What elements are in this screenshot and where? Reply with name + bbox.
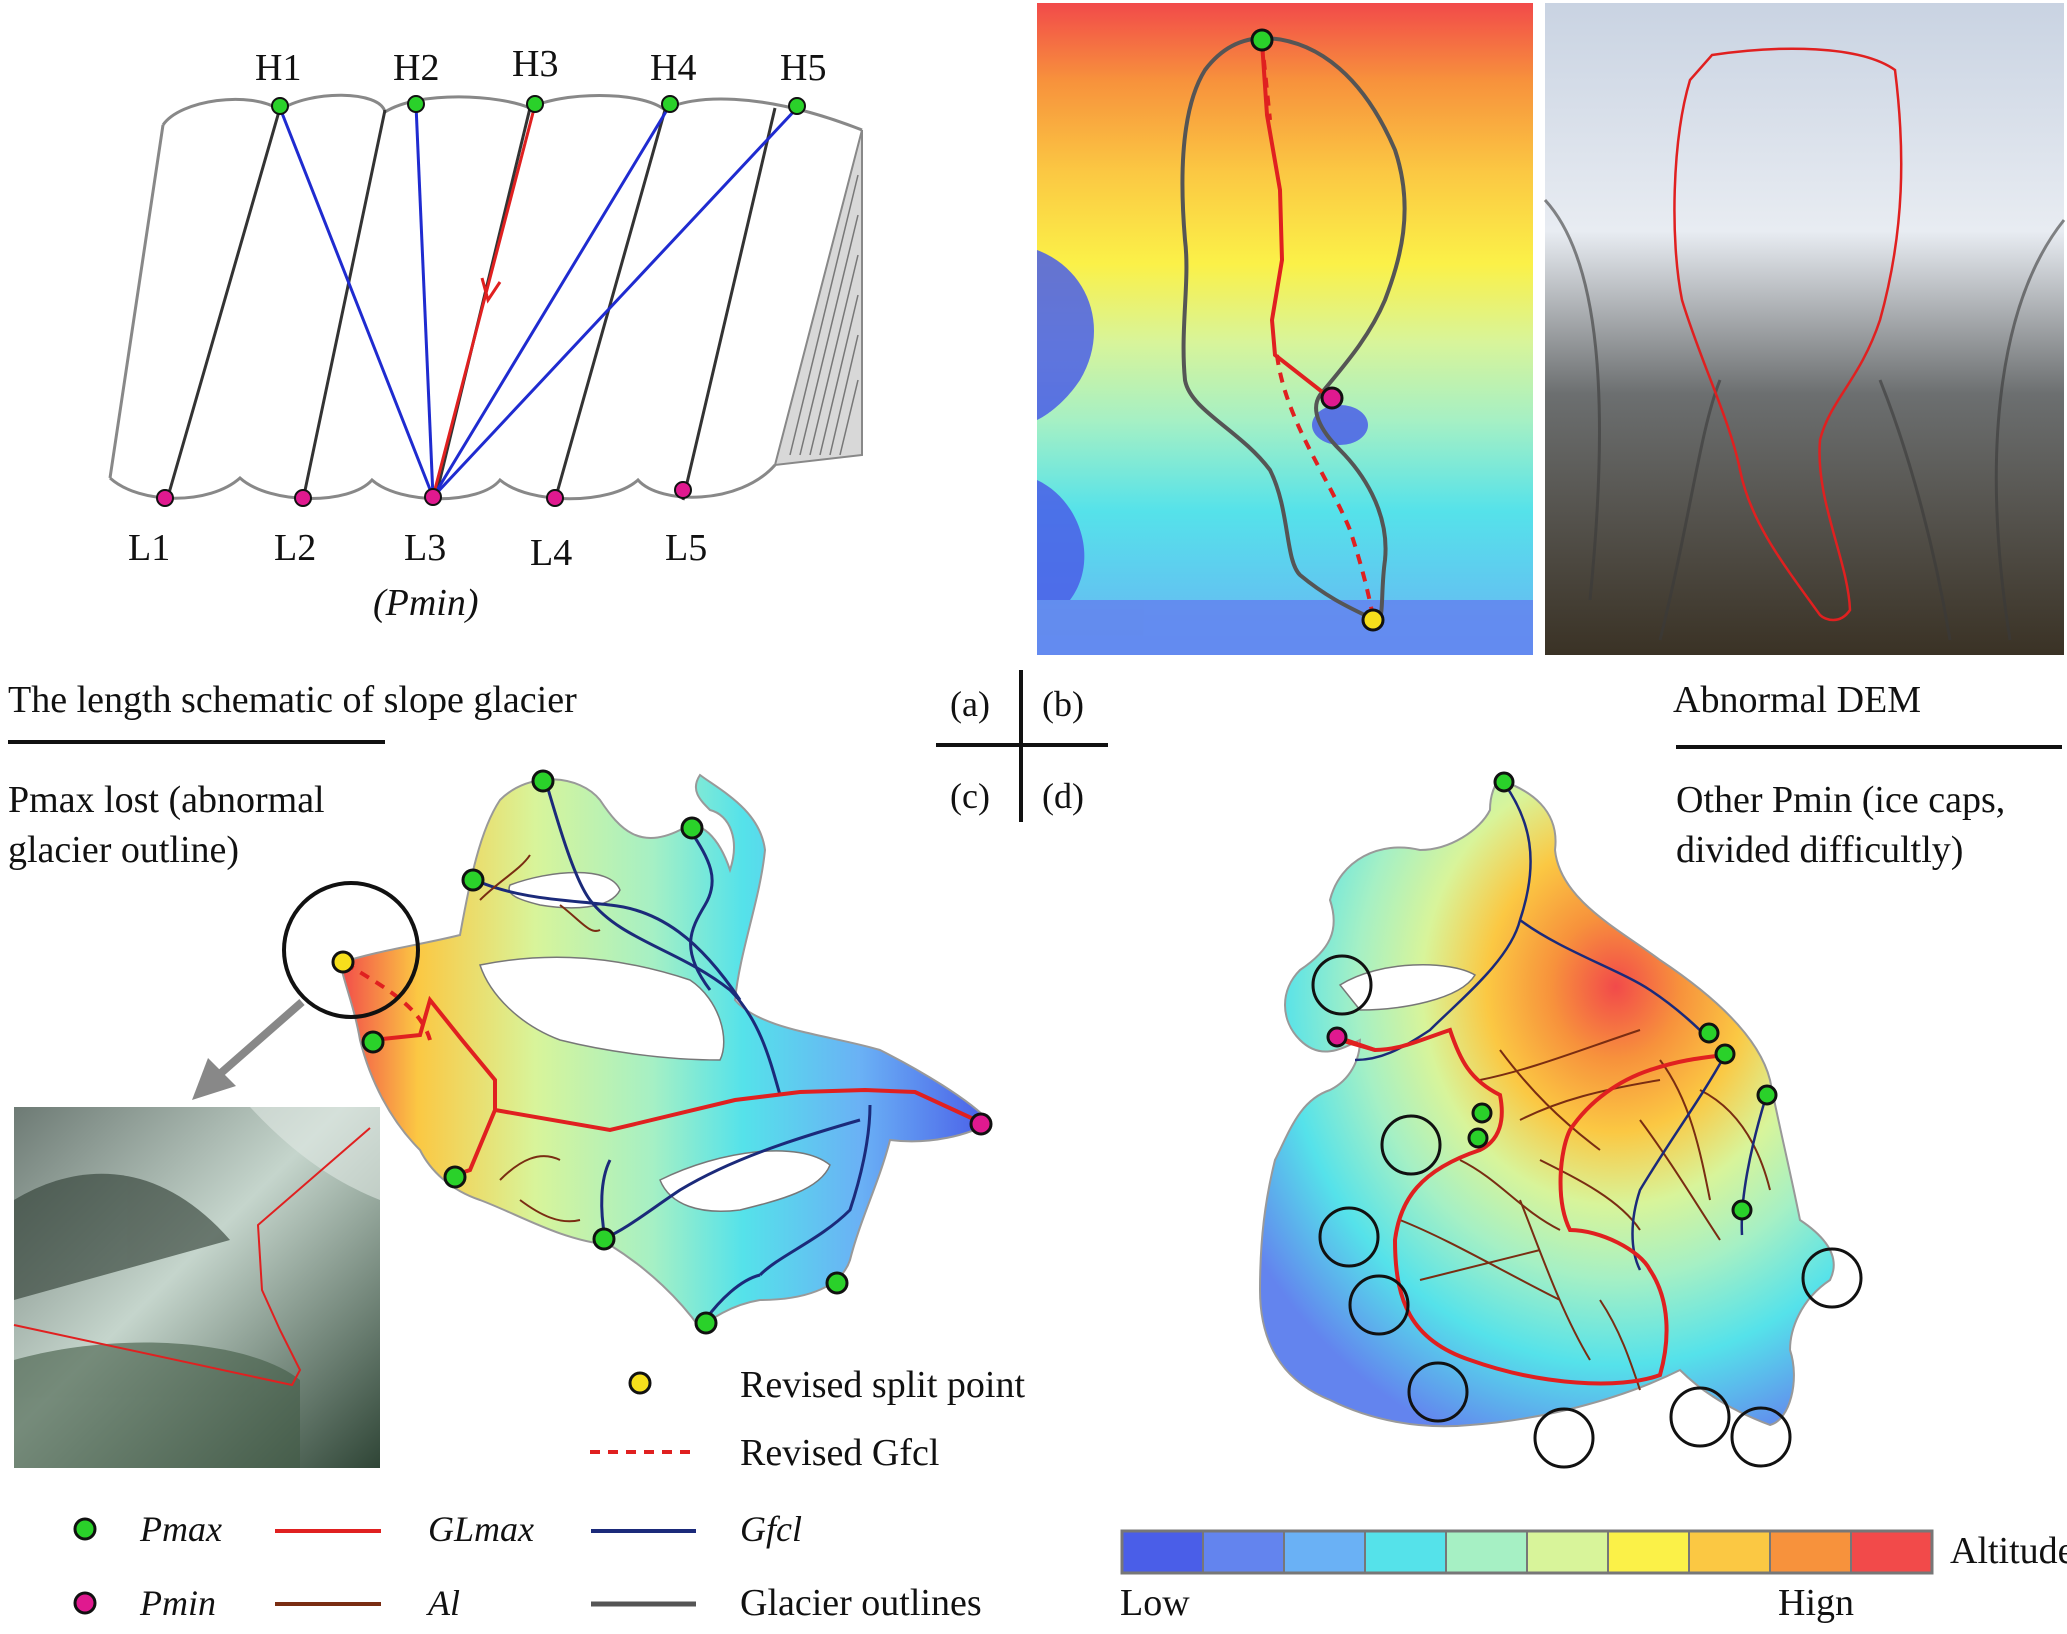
panel-d-pmin-point <box>1326 1026 1348 1048</box>
legend-outline-label: Glacier outlines <box>740 1582 982 1624</box>
label-pmin-note: (Pmin) <box>373 582 479 624</box>
colorbar-title: Altitude <box>1950 1530 2067 1572</box>
label-l5: L5 <box>665 527 707 569</box>
panel-c-al-lines <box>479 854 601 1223</box>
panel-b-dem-map <box>1037 3 1533 655</box>
panel-d-pmin-candidate-circles <box>1311 954 1863 1469</box>
panel-b-satellite-image <box>1545 3 2064 655</box>
legend-pmin-label: Pmin <box>139 1583 216 1623</box>
label-l4: L4 <box>530 532 572 574</box>
panel-b-caption: Abnormal DEM <box>1673 679 1921 721</box>
panel-c-inset-outline <box>13 1127 371 1387</box>
colorbar-cell-2 <box>1202 1530 1285 1574</box>
schematic-high-points <box>271 95 806 115</box>
legend-pmin-marker <box>73 1591 97 1615</box>
panel-key-a: (a) <box>950 684 990 724</box>
panel-c-inset-arrow <box>210 998 305 1084</box>
panel-c-caption-line1: Pmax lost (abnormal <box>8 779 325 821</box>
panel-d-gfcl-lines <box>1354 782 1767 1271</box>
schematic-dividers <box>165 107 777 501</box>
panel-b-satellite-outline <box>1673 47 1903 622</box>
panel-c-highlight-circle <box>282 881 420 1019</box>
panel-b-pmax-point <box>1250 28 1274 52</box>
colorbar-cells <box>1121 1530 1933 1574</box>
schematic-low-points <box>156 481 692 507</box>
panel-c-caption-line2: glacier outline) <box>8 829 239 871</box>
label-h1: H1 <box>255 47 301 89</box>
colorbar-cell-4 <box>1364 1530 1447 1574</box>
panel-c-pmax-points <box>361 769 849 1335</box>
panel-c-outline-holes <box>479 871 831 1212</box>
colorbar-cell-1 <box>1121 1530 1204 1574</box>
colorbar-cell-8 <box>1688 1530 1771 1574</box>
panel-key-d: (d) <box>1042 776 1084 816</box>
altitude-colorbar: Altitude Low Hign <box>1120 1529 2067 1624</box>
label-h5: H5 <box>780 47 826 89</box>
panel-c-inset-terrain <box>14 1107 380 1468</box>
colorbar-cell-10 <box>1850 1530 1933 1574</box>
legend-glmax-label: GLmax <box>428 1509 534 1549</box>
label-l3: L3 <box>404 527 446 569</box>
panel-c-split-point <box>331 950 355 974</box>
panel-b-dem-lowlands <box>1037 250 1533 655</box>
legend-gfcl-label: Gfcl <box>740 1509 802 1549</box>
schematic-top-ridge <box>161 93 863 132</box>
label-h4: H4 <box>650 47 696 89</box>
legend-split-label: Revised split point <box>740 1364 1025 1406</box>
label-h2: H2 <box>393 47 439 89</box>
label-l1: L1 <box>128 527 170 569</box>
panel-b-split-point <box>1361 608 1385 632</box>
legend-pmax-marker <box>73 1517 97 1541</box>
panel-c-glmax-line <box>372 995 981 1133</box>
panel-b-glmax-line <box>1260 41 1332 400</box>
panel-d-pmax-points <box>1467 771 1778 1221</box>
colorbar-frame <box>1120 1529 1934 1575</box>
panel-key-b: (b) <box>1042 684 1084 724</box>
panel-d-caption-line2: divided difficultly) <box>1676 829 1963 871</box>
panel-d-caption-line1: Other Pmin (ice caps, <box>1676 779 2005 821</box>
legend-split-marker <box>628 1371 652 1395</box>
colorbar-cell-7 <box>1607 1530 1690 1574</box>
panel-b-satellite-ridges <box>1543 198 2066 641</box>
colorbar-cell-3 <box>1283 1530 1366 1574</box>
panel-b-revised-gfcl <box>1260 41 1375 618</box>
panel-d: Other Pmin (ice caps, divided difficultl… <box>1258 771 2005 1469</box>
panel-c-inset-arrowhead <box>192 1058 236 1100</box>
panel-d-hole <box>1338 964 1477 1011</box>
schematic-left-edge <box>108 124 165 479</box>
panel-d-glmax-line <box>1339 1027 1726 1386</box>
label-l2: L2 <box>274 527 316 569</box>
schematic-panel: H1 H2 H3 H4 H5 L1 L2 L3 L4 L5 (Pmin) The… <box>8 43 863 744</box>
schematic-right-face <box>773 129 863 467</box>
schematic-blue-flowlines <box>278 104 799 499</box>
legend: Revised split point Revised Gfcl Pmax Pm… <box>73 1364 1025 1624</box>
panel-b-pmin-point <box>1320 386 1344 410</box>
schematic-red-flowline <box>431 104 537 498</box>
legend-pmax-label: Pmax <box>139 1509 222 1549</box>
panel-c: Pmax lost (abnormal glacier outline) <box>8 769 993 1468</box>
schematic-caption: The length schematic of slope glacier <box>8 679 577 721</box>
panel-key-cross: (a) (b) (c) (d) <box>936 670 1108 822</box>
colorbar-cell-5 <box>1445 1530 1528 1574</box>
panel-c-pmin-point <box>969 1112 993 1136</box>
schematic-red-arrowhead <box>480 277 502 304</box>
legend-revised-gfcl-label: Revised Gfcl <box>740 1432 939 1474</box>
label-h3: H3 <box>512 43 558 85</box>
colorbar-cell-9 <box>1769 1530 1852 1574</box>
panel-key-c: (c) <box>950 776 990 816</box>
panel-d-al-network <box>1399 1029 1771 1391</box>
colorbar-low-label: Low <box>1120 1582 1190 1624</box>
legend-al-label: Al <box>426 1583 460 1623</box>
panel-c-gfcl-lines <box>474 781 872 1321</box>
colorbar-high-label: Hign <box>1778 1582 1854 1624</box>
panel-b: Abnormal DEM <box>1037 3 2066 749</box>
colorbar-cell-6 <box>1526 1530 1609 1574</box>
schematic-right-hatch <box>789 174 859 456</box>
